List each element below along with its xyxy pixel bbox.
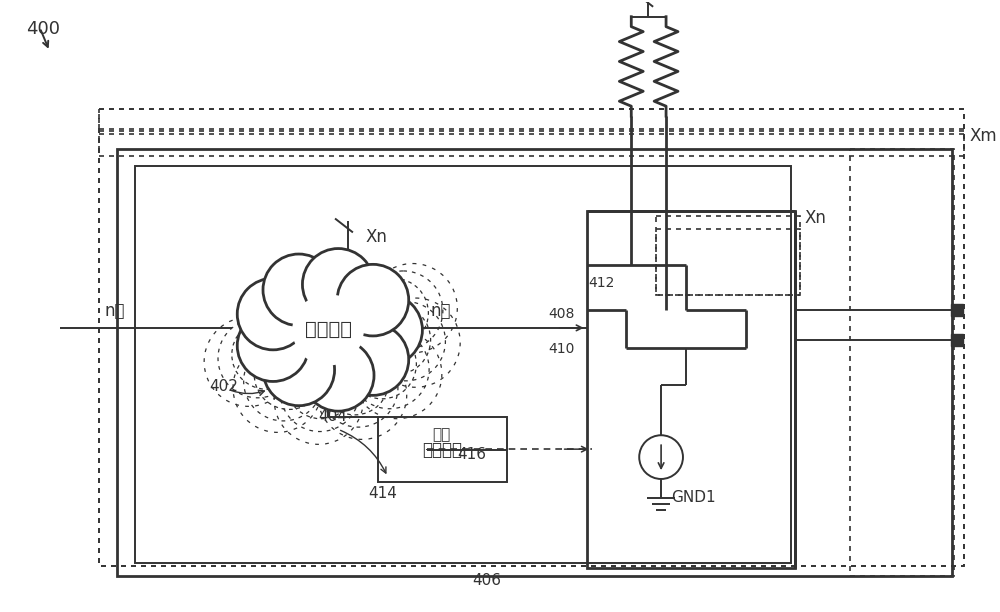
Circle shape	[263, 334, 335, 406]
Text: 416: 416	[457, 447, 486, 462]
Bar	[99, 109, 964, 567]
Circle shape	[351, 294, 422, 365]
Text: 模拟功能: 模拟功能	[422, 441, 462, 458]
Bar	[99, 109, 964, 134]
Bar	[99, 129, 964, 567]
Text: 404: 404	[318, 409, 347, 424]
Text: Xn: Xn	[804, 209, 826, 228]
Text: n位: n位	[104, 302, 125, 320]
Circle shape	[302, 248, 374, 320]
Text: 406: 406	[473, 573, 502, 588]
Bar	[99, 131, 964, 156]
Text: Xm: Xm	[969, 127, 997, 145]
Text: 逻辑功能: 逻辑功能	[305, 320, 352, 340]
Text: 408: 408	[549, 307, 575, 321]
Bar	[587, 211, 795, 569]
Bar	[378, 417, 507, 482]
Bar	[656, 230, 800, 295]
Circle shape	[237, 278, 309, 350]
Text: 412: 412	[589, 276, 615, 290]
Bar	[656, 215, 800, 295]
Circle shape	[263, 254, 335, 326]
Text: 402: 402	[209, 379, 238, 395]
Bar	[951, 304, 963, 316]
Text: 414: 414	[368, 486, 397, 501]
Circle shape	[292, 294, 364, 365]
Bar	[951, 334, 963, 346]
Text: n位: n位	[430, 302, 451, 320]
Text: GND1: GND1	[671, 490, 716, 505]
Text: 410: 410	[549, 341, 575, 356]
Circle shape	[337, 324, 409, 395]
Bar	[135, 166, 791, 564]
Circle shape	[287, 289, 369, 371]
Circle shape	[302, 340, 374, 411]
Text: 400: 400	[26, 20, 60, 38]
Bar	[117, 149, 952, 577]
Bar	[850, 149, 954, 577]
Text: Xn: Xn	[366, 228, 388, 247]
Circle shape	[237, 310, 309, 381]
Circle shape	[337, 264, 409, 336]
Circle shape	[639, 435, 683, 479]
Text: 参考: 参考	[432, 427, 451, 442]
